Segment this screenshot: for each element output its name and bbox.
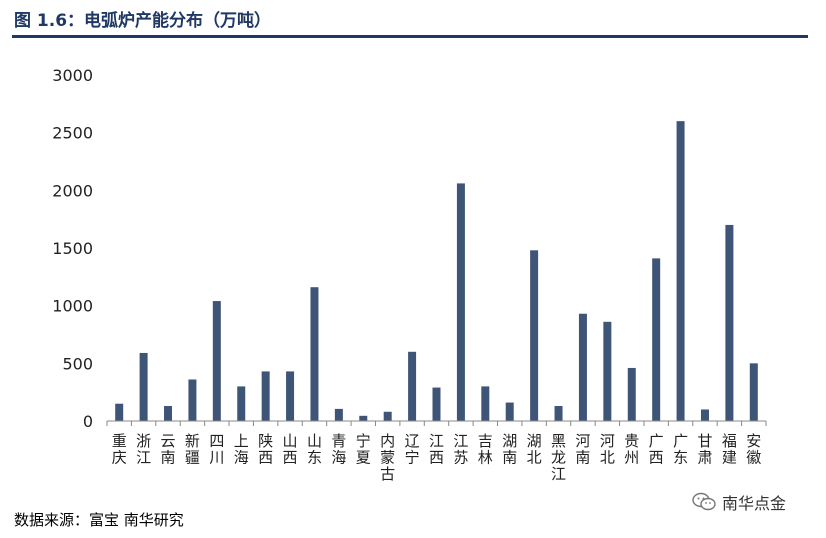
y-tick-label: 500 (62, 354, 93, 373)
x-tick-label: 河北 (600, 432, 615, 467)
bar (310, 287, 319, 421)
x-tick-label: 四川 (209, 432, 224, 467)
wechat-icon (692, 492, 716, 511)
bar (700, 409, 709, 421)
source-note: 数据来源：富宝 南华研究 (14, 511, 184, 529)
x-tick-label: 宁夏 (356, 432, 371, 467)
bar (505, 402, 514, 421)
x-tick-label: 云南 (161, 432, 176, 467)
x-tick-label: 甘肃 (697, 432, 712, 467)
x-tick-label: 广西 (649, 432, 664, 467)
y-tick-label: 1000 (52, 297, 93, 316)
bar (530, 250, 539, 421)
x-tick-label: 贵州 (624, 432, 639, 467)
x-tick-label: 江苏 (453, 432, 468, 467)
bar (481, 386, 490, 421)
bar (456, 183, 465, 421)
bar (261, 371, 270, 421)
bar (237, 386, 246, 421)
x-tick-label: 陕西 (258, 432, 273, 467)
bar (286, 371, 295, 421)
x-tick-label: 浙江 (136, 432, 151, 467)
bar (676, 121, 685, 421)
y-tick-label: 0 (83, 412, 93, 431)
bar (359, 415, 368, 421)
chart-title: 图 1.6：电弧炉产能分布（万吨） (14, 11, 272, 31)
bar (725, 224, 734, 421)
x-tick-label: 吉林 (478, 432, 493, 467)
x-tick-label: 内蒙古 (380, 432, 395, 483)
x-tick-label: 山东 (307, 432, 322, 467)
title-underline (12, 35, 808, 38)
bar (554, 406, 563, 421)
x-tick-label: 新疆 (185, 432, 200, 467)
x-tick-label: 黑龙江 (551, 432, 566, 483)
bar (432, 387, 441, 421)
x-tick-label: 辽宁 (405, 432, 420, 467)
bar-chart: 0 500 1000 1500 2000 2500 3000 重庆浙江云南新疆四川上海陕西山… (52, 66, 767, 483)
bar (139, 352, 148, 421)
bar (212, 301, 221, 421)
bar (334, 408, 343, 421)
y-axis-ticks: 0 500 1000 1500 2000 2500 3000 (52, 66, 93, 431)
bar (603, 321, 612, 421)
x-tick-label: 湖北 (527, 432, 542, 467)
bar (652, 258, 661, 421)
x-tick-label: 重庆 (112, 432, 127, 467)
x-tick-label: 青海 (331, 432, 346, 467)
bar (749, 363, 758, 421)
x-axis (106, 420, 767, 426)
bar (408, 351, 417, 421)
bar (383, 411, 392, 421)
x-tick-label: 湖南 (502, 432, 517, 467)
bars (115, 121, 758, 421)
x-tick-label: 河南 (575, 432, 590, 467)
y-tick-label: 2000 (52, 181, 93, 200)
bar (164, 406, 173, 421)
x-tick-label: 广东 (673, 432, 688, 467)
bar (627, 367, 636, 421)
x-tick-label: 山西 (283, 432, 298, 467)
y-tick-label: 1500 (52, 239, 93, 258)
bar (188, 379, 197, 421)
bar (578, 313, 587, 421)
x-tick-label: 安徽 (746, 432, 761, 467)
x-tick-label: 上海 (234, 432, 249, 467)
y-tick-label: 2500 (52, 124, 93, 143)
x-tick-label: 福建 (722, 432, 737, 467)
watermark: 南华点金 (692, 490, 786, 514)
bar (115, 403, 124, 421)
watermark-text: 南华点金 (722, 494, 787, 513)
x-tick-label: 江西 (429, 432, 444, 467)
x-axis-labels: 重庆浙江云南新疆四川上海陕西山西山东青海宁夏内蒙古辽宁江西江苏吉林湖南湖北黑龙江… (112, 432, 762, 483)
y-tick-label: 3000 (52, 66, 93, 85)
